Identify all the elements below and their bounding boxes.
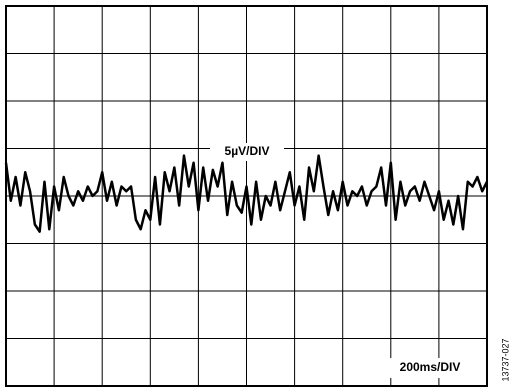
- trace-layer: [4, 154, 489, 233]
- label-background: [390, 358, 470, 378]
- plot-frame: [5, 5, 488, 387]
- trace-line: [4, 154, 489, 233]
- label-background: [210, 143, 284, 161]
- vertical-scale-label: 5µV/DIV: [225, 144, 270, 158]
- figure-id: 13737-027: [500, 338, 510, 381]
- horizontal-scale-label: 200ms/DIV: [400, 360, 461, 374]
